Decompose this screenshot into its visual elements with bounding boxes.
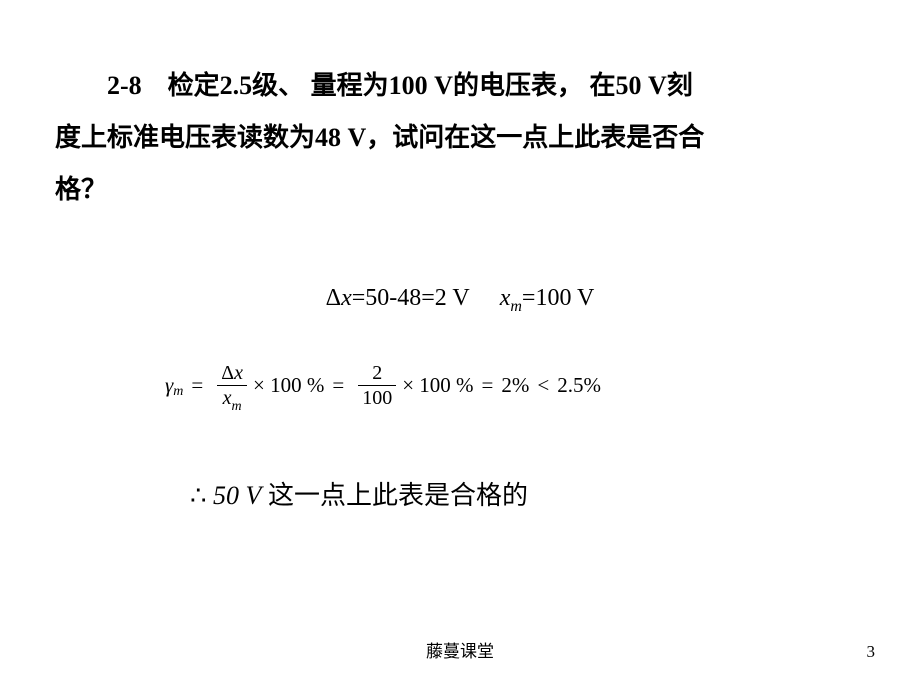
question-line1: 检定2.5级、 量程为100 V的电压表， 在50 V刻	[168, 71, 693, 100]
equals-1: =	[191, 373, 203, 398]
frac1-den-sub: m	[232, 399, 242, 414]
frac1-den: xm	[219, 387, 246, 409]
eq-text-1: =50-48=2 V	[352, 285, 470, 311]
frac1-num: Δx	[217, 362, 247, 384]
fraction-1: Δx xm	[217, 362, 247, 409]
page-number: 3	[867, 642, 876, 662]
result-percent: 2%	[501, 373, 529, 398]
conclusion-line: ∴ 50 V 这一点上此表是合格的	[190, 475, 528, 512]
equals-2: =	[332, 373, 344, 398]
frac2-den: 100	[358, 387, 396, 409]
times-100-b: × 100 %	[402, 373, 473, 398]
gamma-sub-m: m	[173, 384, 183, 400]
footer-text: 藤蔓课堂	[0, 637, 920, 662]
frac1-den-x: x	[223, 387, 232, 409]
var-x2: x	[500, 285, 511, 311]
conclusion-text: 这一点上此表是合格的	[261, 481, 528, 510]
therefore-symbol: ∴	[190, 481, 207, 510]
calc-step-1: Δx=50-48=2 V xm=100 V	[0, 285, 920, 316]
gamma-symbol: γ	[165, 373, 173, 398]
question-line2: 度上标准电压表读数为48 V，试问在这一点上此表是否合	[55, 123, 704, 152]
frac2-bar	[358, 385, 396, 386]
question-line3: 格？	[55, 175, 107, 204]
conclusion-unit: V	[246, 481, 262, 510]
conclusion-num: 50	[207, 481, 246, 510]
problem-number: 2-8	[107, 71, 142, 100]
question-block: 2-8 检定2.5级、 量程为100 V的电压表， 在50 V刻 度上标准电压表…	[55, 60, 865, 216]
var-x: x	[341, 285, 352, 311]
equals-3: =	[482, 373, 494, 398]
gap	[470, 285, 500, 311]
fraction-2: 2 100	[358, 362, 396, 409]
frac1-delta: Δ	[221, 362, 234, 384]
frac1-bar	[217, 385, 247, 386]
frac2-num: 2	[368, 362, 386, 384]
delta-symbol: Δ	[326, 285, 341, 311]
less-than: <	[537, 373, 549, 398]
eq-text-2: =100 V	[522, 285, 594, 311]
calc-formula: γm = Δx xm × 100 % = 2 100 × 100 % = 2% …	[165, 362, 601, 409]
times-100-a: × 100 %	[253, 373, 324, 398]
frac1-x: x	[234, 362, 243, 384]
sub-m: m	[510, 298, 522, 315]
limit-percent: 2.5%	[557, 373, 601, 398]
slide-page: 2-8 检定2.5级、 量程为100 V的电压表， 在50 V刻 度上标准电压表…	[0, 0, 920, 690]
